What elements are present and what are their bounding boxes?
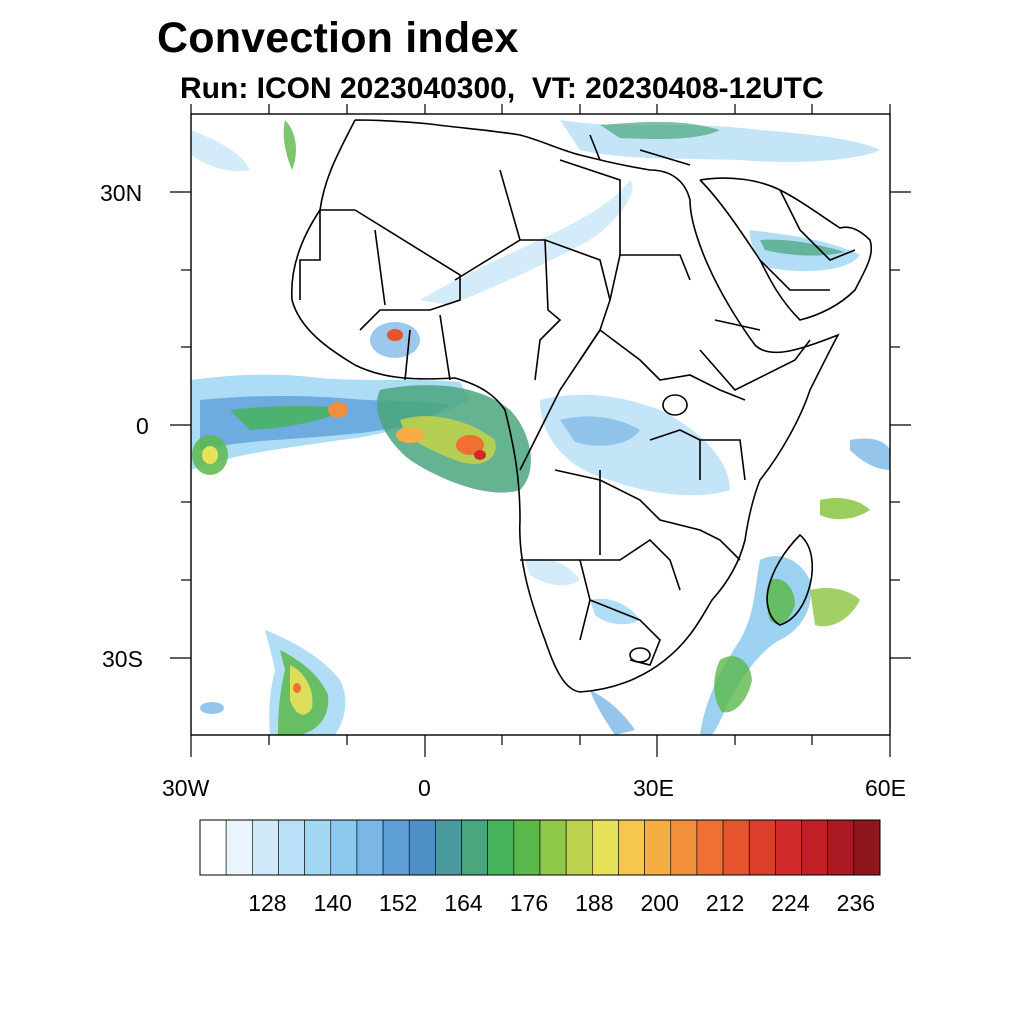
chart-title: Convection index [157, 14, 519, 62]
colorbar-border [199, 819, 881, 876]
colorbar-label: 200 [640, 890, 679, 916]
colorbar-box [827, 819, 855, 876]
colorbar-label: 236 [836, 890, 876, 916]
colorbar-label: 128 [248, 890, 287, 916]
colorbar-box [670, 819, 698, 876]
lon-label-30w: 30W [162, 775, 210, 801]
colorbar-label: 188 [575, 890, 614, 916]
colorbar-box [252, 819, 279, 876]
field-atlantic-hotspot [328, 402, 348, 418]
colorbar-label: 152 [378, 890, 418, 916]
colorbar-box [565, 819, 593, 876]
colorbar [199, 819, 881, 876]
colorbar-box [853, 819, 881, 876]
colorbar-box [225, 819, 253, 876]
colorbar-label: 212 [705, 890, 745, 916]
colorbar-box [408, 819, 436, 876]
chart-subtitle: Run: ICON 2023040300, VT: 20230408-12UTC [180, 72, 824, 105]
colorbar-box [592, 819, 619, 876]
colorbar-box [644, 819, 672, 876]
field-atlantic-core [230, 405, 345, 430]
colorbar-box [382, 819, 410, 876]
colorbar-box [722, 819, 750, 876]
lat-label-0: 0 [136, 413, 149, 439]
colorbar-label: 140 [313, 890, 352, 916]
colorbar-box [618, 819, 645, 876]
colorbar-box [356, 819, 384, 876]
madagascar-coastline [766, 533, 814, 626]
colorbar-box [435, 819, 462, 876]
lon-label-60e: 60E [865, 775, 906, 801]
axis-ticks [170, 104, 911, 757]
lon-label-30e: 30E [633, 775, 674, 801]
convection-field [191, 120, 890, 735]
colorbar-box [330, 819, 358, 876]
colorbar-box [696, 819, 724, 876]
africa-coastline [290, 119, 840, 693]
colorbar-box [278, 819, 305, 876]
lat-label-30s: 30S [102, 646, 143, 672]
colorbar-box [199, 819, 227, 876]
colorbar-box [513, 819, 541, 876]
colorbar-box [748, 819, 776, 876]
colorbar-box [775, 819, 802, 876]
colorbar-box [461, 819, 488, 876]
colorbar-box [487, 819, 515, 876]
colorbar-label: 176 [509, 890, 549, 916]
colorbar-box [539, 819, 567, 876]
colorbar-label: 164 [444, 890, 483, 916]
lon-label-0: 0 [418, 775, 431, 801]
lat-label-30n: 30N [100, 180, 143, 206]
colorbar-label: 224 [771, 890, 810, 916]
colorbar-box [801, 819, 828, 876]
colorbar-box [304, 819, 332, 876]
coastlines [290, 119, 873, 693]
